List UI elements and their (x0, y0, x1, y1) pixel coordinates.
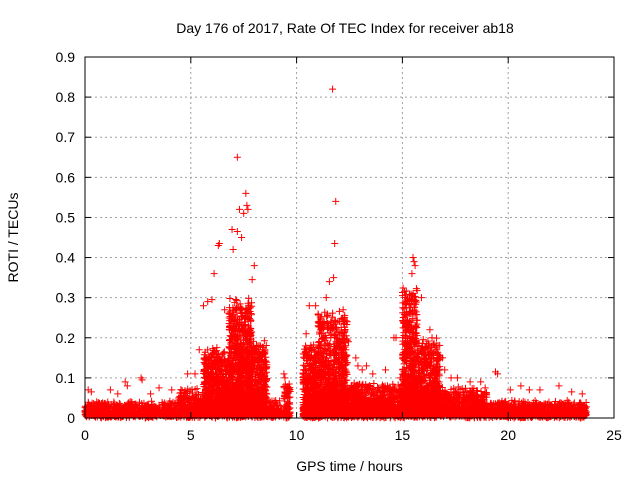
data-point (180, 405, 188, 413)
data-point (175, 413, 183, 421)
data-point (84, 398, 92, 406)
data-point (104, 401, 112, 409)
data-point (193, 385, 201, 393)
data-point (132, 401, 140, 409)
data-point (116, 404, 124, 412)
data-point (116, 408, 124, 416)
data-point (163, 409, 171, 417)
data-point (180, 388, 188, 396)
data-point (109, 404, 117, 412)
data-point (125, 413, 133, 421)
data-point (125, 400, 133, 408)
data-point (88, 406, 96, 414)
data-point (166, 397, 174, 405)
data-point (167, 401, 175, 409)
data-point (101, 399, 109, 407)
data-point (93, 413, 101, 421)
data-point (105, 409, 113, 417)
data-point (183, 412, 191, 420)
data-point (141, 405, 149, 413)
data-point (117, 411, 125, 419)
data-point (187, 406, 195, 414)
data-point (148, 397, 156, 405)
data-point (189, 389, 197, 397)
data-point (146, 409, 154, 417)
data-point (152, 407, 160, 415)
data-point (101, 408, 109, 416)
data-point (128, 398, 136, 406)
data-point (190, 402, 198, 410)
data-point (181, 409, 189, 417)
data-point (160, 405, 168, 413)
data-point (186, 394, 194, 402)
data-point (171, 405, 179, 413)
data-point (182, 402, 190, 410)
data-point (135, 412, 143, 420)
data-point (85, 408, 93, 416)
data-point (143, 413, 151, 421)
data-point (190, 396, 198, 404)
data-point (168, 409, 176, 417)
data-point (195, 391, 203, 399)
data-point (123, 403, 131, 411)
data-point (144, 400, 152, 408)
data-point (194, 407, 202, 415)
data-point (109, 411, 117, 419)
data-points (81, 85, 590, 422)
data-point (140, 404, 148, 412)
data-point (111, 405, 119, 413)
data-point (175, 402, 183, 410)
data-point (155, 401, 163, 409)
data-point (175, 394, 183, 402)
data-point (158, 410, 166, 418)
